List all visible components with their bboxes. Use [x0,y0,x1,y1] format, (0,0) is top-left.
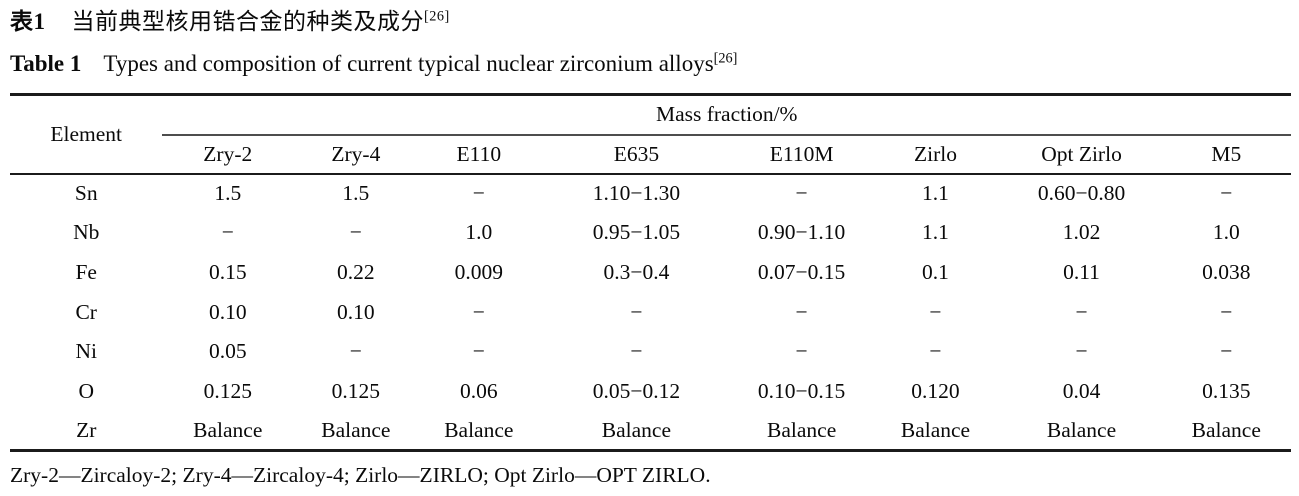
column-header-zirlo: Zirlo [869,134,1002,175]
value-cell: 0.90−1.10 [757,220,846,245]
value-cell: 0.125 [203,378,252,403]
composition-table: Element Mass fraction/% Zry-2 Zry-4 E110 E6… [10,93,1291,453]
value-cell: 1.02 [1062,220,1101,245]
citation-ref-zh: [26] [424,8,450,25]
value-cell: − [1220,181,1233,206]
value-cell: 0.038 [1202,259,1251,284]
value-cell: 0.1 [922,259,949,284]
element-cell: Fe [75,259,97,284]
element-cell: Zr [76,417,97,442]
value-cell: Balance [193,417,263,442]
value-cell: 0.10 [208,299,247,324]
value-cell: − [929,339,942,364]
table-body: Sn 1.5 1.5 − 1.10−1.30 − 1.1 0.60−0.80 − Nb − − 1.0 0… [10,174,1291,451]
value-cell: 0.125 [331,378,381,403]
value-cell: 1.1 [922,220,949,245]
value-cell: Balance [444,417,514,442]
value-cell: − [349,339,362,364]
value-cell: 0.135 [1202,378,1251,403]
value-cell: 0.05−0.12 [592,378,681,403]
value-cell: − [1075,299,1088,324]
value-cell: 0.15 [208,259,247,284]
value-cell: 0.009 [454,259,504,284]
value-cell: 0.07−0.15 [757,259,846,284]
value-cell: 0.11 [1063,259,1100,284]
element-cell: Nb [73,220,100,245]
table-footnote: Zry-2—Zircaloy-2; Zry-4—Zircaloy-4; Zirl… [10,463,711,488]
value-cell: 1.0 [1212,220,1240,245]
table-caption-zh-label: 表1 [10,9,46,34]
value-cell: 1.1 [922,181,949,206]
element-cell: Sn [74,181,98,206]
table-caption-zh-text: 当前典型核用锆合金的种类及成分 [71,9,424,34]
element-cell: O [78,378,94,403]
value-cell: 0.120 [911,378,960,403]
value-cell: − [1075,339,1088,364]
column-header-element: Element [10,94,163,175]
table-caption-en-text: Types and composition of current typical… [103,51,714,76]
table-caption-chinese: 表1 当前典型核用锆合金的种类及成分[26] [10,6,1290,38]
value-cell: 0.60−0.80 [1037,181,1126,206]
value-cell: 0.04 [1062,378,1101,403]
value-cell: − [472,181,485,206]
value-cell: − [221,220,234,245]
value-cell: Balance [321,417,391,442]
column-header-e110m: E110M [733,134,870,175]
element-cell: Ni [75,339,97,364]
table-row-ni: Ni 0.05 − − − − − − − [10,332,1291,372]
value-cell: − [795,299,808,324]
value-cell: − [929,299,942,324]
value-cell: − [795,339,808,364]
alloy-header-row: Zry-2 Zry-4 E110 E635 E110M Zirlo Opt Zirlo M5 [10,134,1291,175]
citation-ref-en: [26] [713,50,738,67]
value-cell: − [795,181,808,206]
value-cell: Balance [767,417,837,442]
column-header-opt-zirlo: Opt Zirlo [1001,134,1162,175]
value-cell: − [472,299,485,324]
table-row-sn: Sn 1.5 1.5 − 1.10−1.30 − 1.1 0.60−0.80 − [10,174,1291,214]
column-header-m5: M5 [1161,134,1291,175]
table-row-fe: Fe 0.15 0.22 0.009 0.3−0.4 0.07−0.15 0.1 0.11 0.… [10,253,1291,293]
value-cell: − [630,339,643,364]
column-header-zry-2: Zry-2 [162,134,294,175]
value-cell: − [1220,339,1233,364]
value-cell: − [1220,299,1233,324]
table-row-o: O 0.125 0.125 0.06 0.05−0.12 0.10−0.15 0.120 0.… [10,371,1291,411]
table-caption-english: Table 1 Types and composition of current … [10,49,1290,79]
element-cell: Cr [75,299,97,324]
value-cell: 1.5 [342,181,370,206]
value-cell: Balance [1191,417,1261,442]
column-header-zry-4: Zry-4 [293,134,419,175]
value-cell: 1.5 [214,181,242,206]
value-cell: 0.05 [208,339,247,364]
value-cell: 0.3−0.4 [603,259,670,284]
value-cell: 0.10−0.15 [757,378,846,403]
value-cell: − [349,220,362,245]
value-cell: 1.10−1.30 [592,181,681,206]
value-cell: 0.10 [337,299,375,324]
table-row-nb: Nb − − 1.0 0.95−1.05 0.90−1.10 1.1 1.02 1.0 [10,213,1291,253]
table-caption-en-label: Table 1 [10,51,82,76]
value-cell: − [630,299,643,324]
value-cell: Balance [601,417,671,442]
table-row-zr: Zr Balance Balance Balance Balance Balance Bal… [10,411,1291,451]
value-cell: Balance [900,417,971,442]
value-cell: 0.06 [460,378,498,403]
table-header: Element Mass fraction/% Zry-2 Zry-4 E110 E6… [10,94,1291,175]
column-header-e110: E110 [418,134,540,175]
column-header-e635: E635 [539,134,734,175]
value-cell: 0.95−1.05 [592,220,681,245]
value-cell: Balance [1046,417,1117,442]
group-header-row: Element Mass fraction/% [10,94,1291,175]
value-cell: − [472,339,485,364]
group-header-mass-fraction: Mass fraction/% [162,94,1291,136]
table-row-cr: Cr 0.10 0.10 − − − − − − [10,292,1291,332]
value-cell: 1.0 [465,220,493,245]
value-cell: 0.22 [337,259,375,284]
